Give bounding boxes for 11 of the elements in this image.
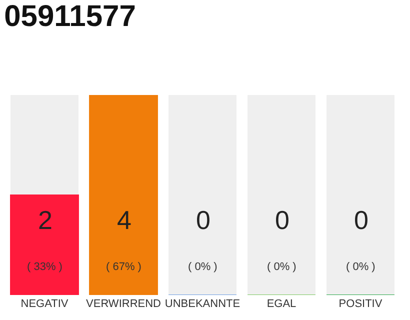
data-label: 0 ( 0% ) bbox=[267, 205, 296, 273]
data-label: 0 ( 0% ) bbox=[346, 205, 376, 273]
x-tick-label: POSITIV bbox=[338, 298, 383, 310]
x-tick-label: VERWIRREND bbox=[86, 298, 162, 310]
chart-title: 05911577 bbox=[4, 0, 136, 33]
data-label: 2 ( 33% ) bbox=[27, 205, 62, 273]
x-tick-label: NEGATIV bbox=[20, 298, 69, 310]
data-label: 4 ( 67% ) bbox=[106, 205, 142, 273]
data-label: 0 ( 0% ) bbox=[188, 205, 218, 273]
x-tick-label: UNBEKANNTE bbox=[164, 298, 240, 310]
x-tick-label: EGAL bbox=[266, 298, 296, 310]
